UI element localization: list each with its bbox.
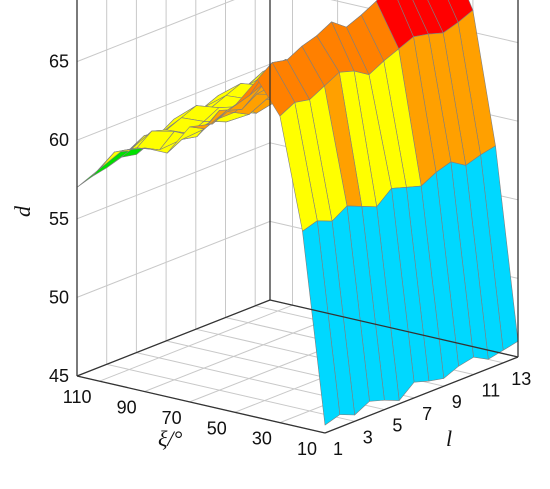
y-tick-label: 13 bbox=[511, 369, 531, 389]
floor-edge bbox=[76, 299, 271, 377]
z-tick-label: 45 bbox=[49, 366, 69, 386]
floor-gridline bbox=[99, 304, 293, 382]
z-tick-label: 50 bbox=[49, 287, 69, 307]
y-axis-title: l bbox=[446, 426, 452, 451]
wall-gridline bbox=[76, 0, 235, 63]
y-tick-label: 1 bbox=[333, 439, 343, 459]
y-tick-label: 7 bbox=[422, 404, 432, 424]
z-tick-label: 65 bbox=[49, 52, 69, 72]
wall-gridline bbox=[76, 63, 271, 141]
wall-gridline bbox=[76, 142, 271, 220]
surface-patch bbox=[302, 220, 341, 426]
surface-patch bbox=[76, 151, 115, 188]
x-axis-title: ξ/° bbox=[158, 426, 183, 451]
z-axis-title: d bbox=[10, 205, 35, 217]
y-tick-label: 3 bbox=[363, 427, 373, 447]
z-tick-label: 60 bbox=[49, 130, 69, 150]
z-tick-label: 55 bbox=[49, 209, 69, 229]
y-tick-label: 11 bbox=[482, 381, 501, 401]
xi-axis-line bbox=[76, 375, 326, 434]
x-tick-label: 10 bbox=[297, 439, 317, 459]
x-tick-label: 110 bbox=[63, 387, 92, 407]
x-tick-label: 50 bbox=[207, 418, 227, 438]
y-tick-label: 5 bbox=[392, 416, 402, 436]
x-tick-label: 30 bbox=[252, 429, 272, 449]
surface-patch bbox=[91, 150, 130, 178]
tick-labels: 4550556065701030507090110135791113 bbox=[49, 52, 531, 459]
l-axis-line bbox=[324, 356, 519, 434]
x-tick-label: 70 bbox=[162, 408, 182, 428]
floor-gridline bbox=[106, 363, 355, 422]
y-tick-label: 9 bbox=[452, 392, 462, 412]
data-surface bbox=[76, 0, 519, 426]
x-tick-label: 90 bbox=[117, 398, 137, 418]
floor-gridline bbox=[144, 315, 338, 392]
wall-gridline bbox=[76, 220, 271, 298]
floor-edge bbox=[269, 299, 519, 358]
axis-frame bbox=[76, 0, 519, 434]
